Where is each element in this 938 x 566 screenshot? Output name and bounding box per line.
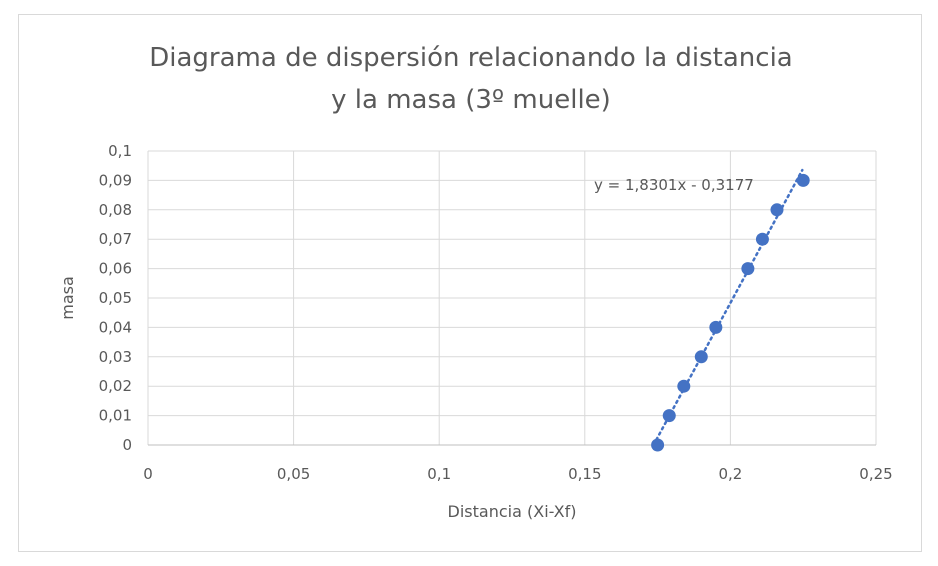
chart-title-line-1: Diagrama de dispersión relacionando la d… (149, 43, 793, 73)
y-tick-label: 0,06 (99, 260, 132, 278)
x-tick-label: 0,05 (277, 465, 310, 483)
data-points (651, 173, 810, 452)
x-tick-label: 0,1 (427, 465, 451, 483)
data-point (741, 262, 755, 276)
y-tick-label: 0,05 (99, 289, 132, 307)
gridlines (147, 150, 877, 445)
data-point (662, 409, 676, 423)
y-tick-label: 0,03 (99, 348, 132, 366)
y-tick-label: 0,09 (99, 171, 132, 189)
tick-labels: 0 0,01 0,02 0,03 0,04 0,05 0,06 0,07 0,08 0,09 0,1… (99, 142, 893, 483)
y-tick-label: 0,04 (99, 318, 132, 336)
y-tick-label: 0 (122, 436, 132, 454)
data-point (796, 173, 810, 187)
y-axis-title: masa (58, 276, 77, 320)
data-point (694, 350, 708, 364)
x-tick-label: 0 (143, 465, 153, 483)
y-tick-label: 0,08 (99, 201, 132, 219)
chart-title-line-2: y la masa (3º muelle) (331, 85, 611, 115)
x-axis-title: Distancia (Xi-Xf) (448, 502, 577, 521)
y-tick-label: 0,02 (99, 377, 132, 395)
data-point (755, 232, 769, 246)
x-tick-label: 0,15 (568, 465, 601, 483)
trendline-equation: y = 1,8301x - 0,3177 (594, 176, 754, 194)
y-tick-label: 0,01 (99, 407, 132, 425)
y-tick-label: 0,1 (108, 142, 132, 160)
data-point (677, 379, 691, 393)
y-tick-label: 0,07 (99, 230, 132, 248)
chart-area (18, 14, 922, 552)
x-tick-label: 0,2 (718, 465, 742, 483)
data-point (651, 438, 665, 452)
data-point (709, 320, 723, 334)
x-tick-label: 0,25 (859, 465, 892, 483)
data-point (770, 203, 784, 217)
